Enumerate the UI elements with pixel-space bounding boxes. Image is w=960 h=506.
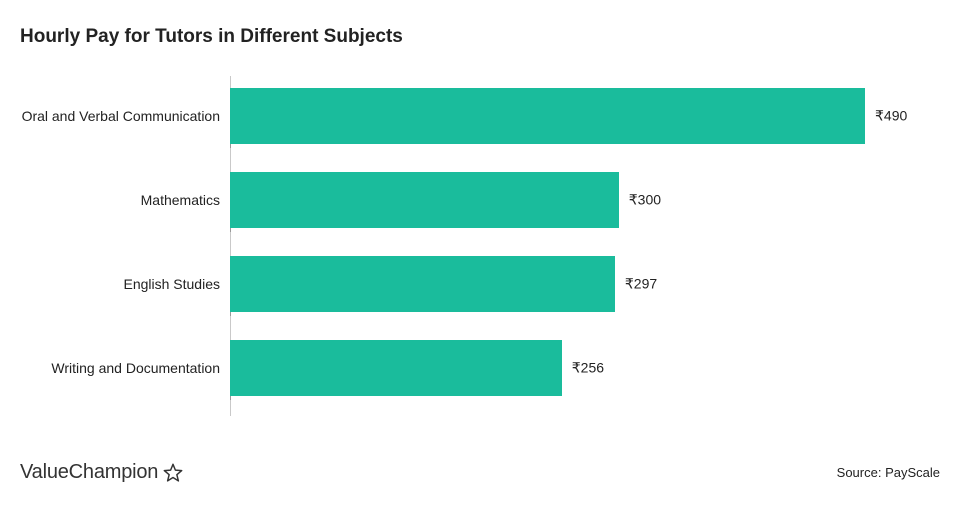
bar-category-label: Mathematics (20, 192, 230, 208)
bar-track: ₹300 (230, 172, 940, 228)
plot-area: Oral and Verbal Communication ₹490 Mathema… (20, 76, 940, 416)
brand-text: ValueChampion (20, 461, 158, 484)
bar-value-label: ₹490 (875, 108, 907, 125)
bar (230, 172, 619, 228)
bar-value-label: ₹256 (572, 360, 604, 377)
bar-value-label: ₹300 (629, 192, 661, 209)
bar-tick (230, 228, 231, 232)
bar-row: Mathematics ₹300 (20, 172, 940, 228)
chart-title: Hourly Pay for Tutors in Different Subje… (20, 26, 940, 48)
bar-tick (230, 312, 231, 316)
bar (230, 88, 865, 144)
bar-category-label: Oral and Verbal Communication (20, 108, 230, 124)
bar-track: ₹256 (230, 340, 940, 396)
bar-track: ₹490 (230, 88, 940, 144)
bar-track: ₹297 (230, 256, 940, 312)
brand-logo: ValueChampion (20, 461, 184, 484)
bar (230, 256, 615, 312)
source-label: Source: PayScale (837, 465, 940, 480)
chart-footer: ValueChampion Source: PayScale (20, 461, 940, 484)
star-icon (162, 462, 184, 484)
chart-container: Hourly Pay for Tutors in Different Subje… (0, 0, 960, 506)
bar-row: English Studies ₹297 (20, 256, 940, 312)
bar-row: Oral and Verbal Communication ₹490 (20, 88, 940, 144)
bar-row: Writing and Documentation ₹256 (20, 340, 940, 396)
bar-tick (230, 144, 231, 148)
bar (230, 340, 562, 396)
bar-value-label: ₹297 (625, 276, 657, 293)
bar-category-label: English Studies (20, 276, 230, 292)
bar-tick (230, 396, 231, 400)
bar-category-label: Writing and Documentation (20, 360, 230, 376)
